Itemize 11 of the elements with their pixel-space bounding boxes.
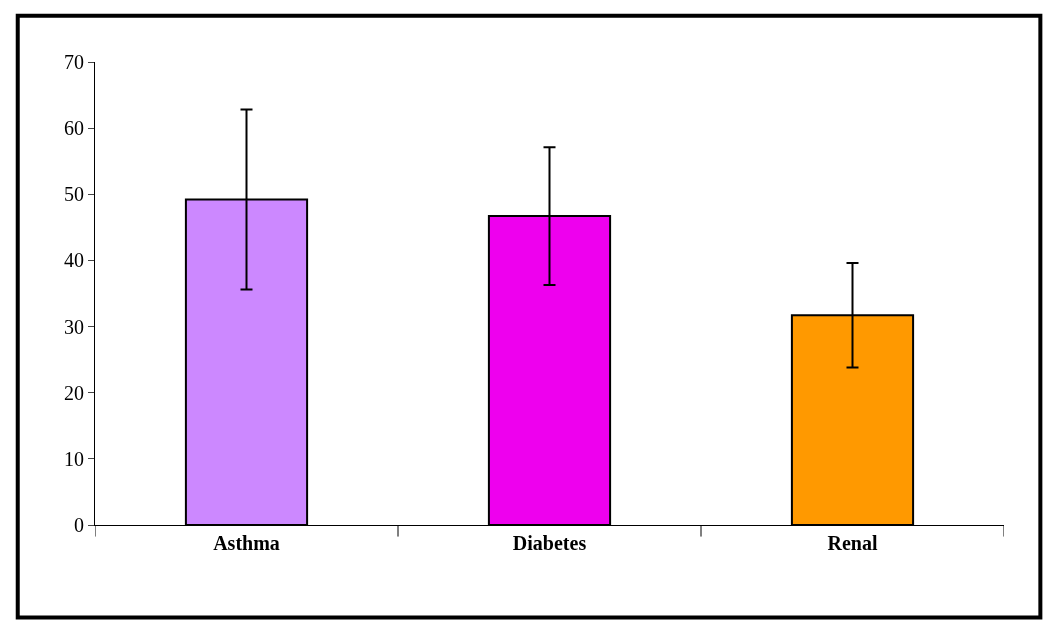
y-tick-label: 70 — [64, 51, 84, 73]
y-tick-label: 0 — [74, 514, 84, 536]
x-tick-label: Diabetes — [512, 532, 587, 554]
y-tick-label: 50 — [64, 183, 84, 206]
y-tick-label: 20 — [64, 381, 84, 404]
y-tick-label: 10 — [64, 447, 84, 470]
y-tick-label: 30 — [64, 315, 84, 338]
x-tick-label: Renal — [827, 532, 878, 554]
x-tick-label: Asthma — [213, 532, 280, 554]
y-tick-label: 60 — [64, 117, 84, 140]
y-tick-label: 40 — [64, 249, 84, 272]
